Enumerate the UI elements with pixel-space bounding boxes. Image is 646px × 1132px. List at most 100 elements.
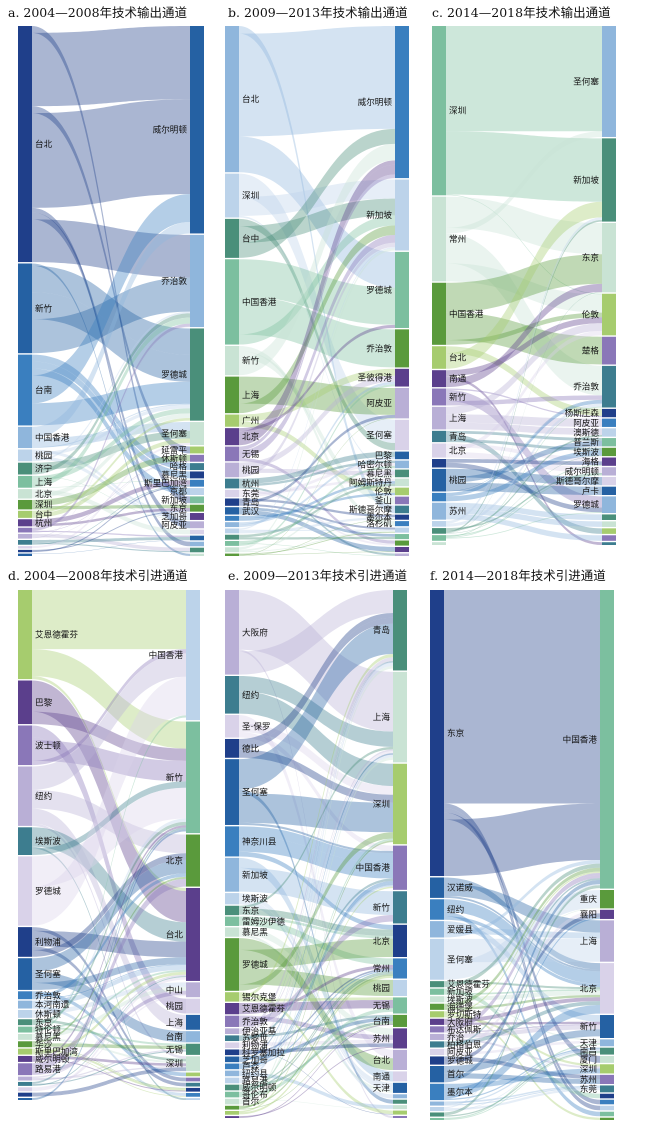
right-node-bar <box>186 721 200 834</box>
sankey-link <box>239 463 395 498</box>
sankey-link <box>239 143 395 376</box>
left-node-bar <box>432 535 446 541</box>
left-node-bar <box>225 1035 239 1042</box>
sankey-link <box>239 836 393 879</box>
left-node-bar <box>225 738 239 758</box>
sankey-link <box>32 974 186 1078</box>
sankey-link <box>239 483 395 538</box>
right-node-label: 中国香港 <box>149 649 184 661</box>
sankey-link <box>32 479 190 488</box>
sankey-link <box>444 873 600 1029</box>
left-node-bar <box>18 1087 32 1092</box>
sankey-link <box>32 489 190 535</box>
sankey-link <box>32 1058 186 1092</box>
sankey-link <box>444 878 600 1048</box>
sankey-link <box>239 886 393 1113</box>
left-node-label: 杭州 <box>242 478 259 490</box>
right-node-label: 新竹 <box>580 1021 598 1033</box>
left-node-label: 新竹 <box>242 355 260 367</box>
left-node-bar <box>18 263 32 354</box>
sankey-link <box>32 480 190 524</box>
left-node-bar <box>18 1048 32 1055</box>
left-node-bar <box>18 533 32 539</box>
left-node-bar <box>225 1049 239 1056</box>
sankey-link <box>239 715 393 1059</box>
sankey-link <box>32 971 186 1043</box>
sankey-link <box>446 389 602 508</box>
left-node-bar <box>18 426 32 449</box>
left-node-bar <box>18 26 32 263</box>
left-node-bar <box>225 547 239 553</box>
left-node-bar <box>18 1081 32 1086</box>
sankey-link <box>32 530 190 537</box>
right-node-bar <box>600 1074 614 1085</box>
sankey-link <box>239 723 393 795</box>
sankey-link <box>239 919 393 966</box>
right-node-bar <box>600 1015 614 1038</box>
sankey-link <box>239 460 395 487</box>
labels: 大阪府纽约圣·保罗德比圣何塞神奈川县新加坡埃斯波东京雷姆沙伊德慕尼黑罗德城锡尔克… <box>242 624 390 1107</box>
sankey-link <box>446 330 602 452</box>
sankey-link <box>32 986 186 1038</box>
sankey-link <box>444 859 600 938</box>
sankey-link <box>32 408 190 482</box>
sankey-link <box>32 504 190 510</box>
right-node-label: 乔治敦 <box>366 342 392 354</box>
left-node-bar <box>430 1018 444 1025</box>
right-node-bar <box>395 460 409 469</box>
left-node-bar <box>430 1026 444 1033</box>
sankey-link <box>32 873 186 999</box>
right-node-label: 中国香港 <box>563 733 598 745</box>
sankey-link <box>446 468 602 486</box>
right-node-bar <box>393 1094 407 1099</box>
sankey-link <box>239 968 393 1056</box>
right-node-bar <box>395 527 409 533</box>
right-node-bar <box>186 1077 200 1082</box>
sankey-link <box>446 263 602 313</box>
left-node-bar <box>430 1066 444 1083</box>
sankey-link <box>444 1052 600 1120</box>
labels: 艾恩德霍芬巴黎波士顿纽约埃斯波罗德城利物浦圣何塞乔治敦本河南遗休斯顿东京特伦顿慕… <box>35 629 183 1076</box>
right-node-label: 乔治敦 <box>161 275 187 287</box>
left-node-label: 新加坡 <box>447 986 473 998</box>
sankey-link <box>446 254 602 313</box>
right-node-bar <box>186 998 200 1014</box>
left-node-bar <box>225 507 239 515</box>
sankey-link <box>239 934 393 1093</box>
links <box>239 590 393 1118</box>
left-node-label: 爱媛县 <box>447 923 473 935</box>
right-node-label: 威尔明顿 <box>565 465 600 477</box>
right-node-bar <box>395 419 409 451</box>
sankey-link <box>239 838 393 1094</box>
right-node-bar <box>395 487 409 496</box>
sankey-link <box>239 972 393 1091</box>
left-node-bar <box>18 991 32 1000</box>
sankey-link <box>446 450 602 502</box>
right-node-label: 圣彼得港 <box>358 372 393 384</box>
right-node-label: 乔治敦 <box>573 381 599 393</box>
sankey-link <box>239 884 393 1070</box>
sankey-link <box>239 509 395 552</box>
sankey-link <box>239 617 393 750</box>
right-node-label: 厦门 <box>580 1053 597 1065</box>
sankey-link <box>239 661 393 1042</box>
left-node-label: 广州 <box>242 415 259 427</box>
left-node-bar <box>430 1056 444 1065</box>
left-node-bar <box>225 1084 239 1091</box>
right-node-label: 澳斯德 <box>573 426 599 438</box>
sankey-link <box>444 907 600 997</box>
left-node-label: 埃斯波 <box>35 835 61 847</box>
sankey-link <box>239 753 393 1062</box>
sankey-link <box>239 911 393 937</box>
left-node-bar <box>432 406 446 430</box>
sankey-link <box>32 737 186 1014</box>
sankey-link <box>239 1043 393 1054</box>
sankey-link <box>444 1047 600 1101</box>
sankey-link <box>446 443 602 462</box>
left-node-bar <box>225 1042 239 1049</box>
right-node-bar <box>600 1093 614 1099</box>
sankey-link <box>32 957 186 990</box>
sankey-link <box>446 376 602 545</box>
left-node-bar <box>430 981 444 988</box>
sankey-link <box>444 990 600 1001</box>
